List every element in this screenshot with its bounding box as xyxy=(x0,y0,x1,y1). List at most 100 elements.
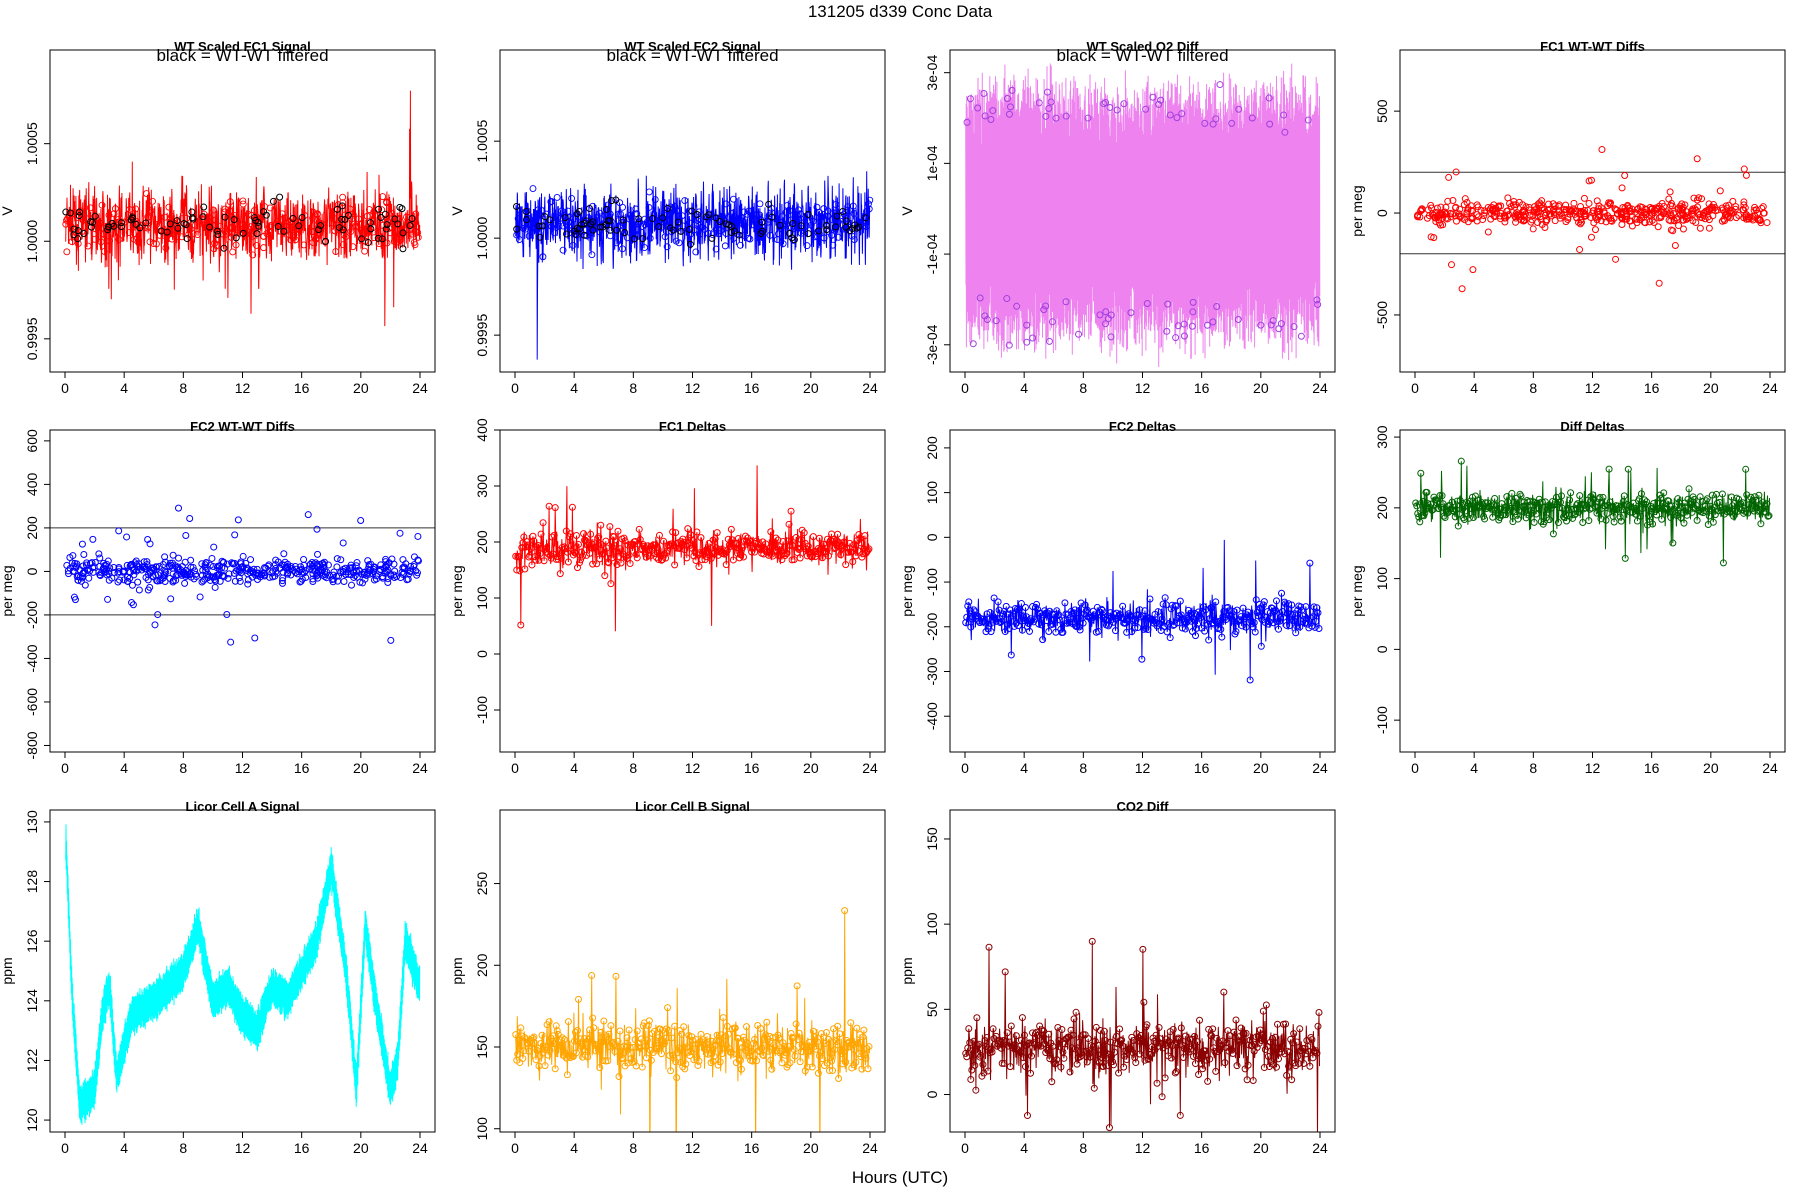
data-point xyxy=(1110,618,1118,626)
data-point xyxy=(236,566,244,574)
data-point xyxy=(1300,615,1308,623)
data-point xyxy=(794,213,802,221)
x-tick-label: 20 xyxy=(803,380,819,396)
data-point xyxy=(573,1027,581,1035)
data-point xyxy=(1193,624,1201,632)
data-point xyxy=(589,226,597,234)
data-point xyxy=(798,1041,806,1049)
data-point xyxy=(626,215,634,223)
data-point xyxy=(1432,496,1440,504)
data-point xyxy=(605,1030,613,1038)
data-point xyxy=(269,197,277,205)
x-tick-label: 24 xyxy=(1762,760,1778,776)
data-point xyxy=(365,561,373,569)
data-point xyxy=(1304,1042,1312,1050)
data-point xyxy=(844,223,852,231)
data-point xyxy=(317,222,325,230)
data-point xyxy=(191,567,199,575)
data-point xyxy=(711,535,719,543)
panel-title: Diff Deltas xyxy=(1560,419,1624,434)
x-tick-label: 8 xyxy=(629,1140,637,1156)
data-point xyxy=(1145,1055,1153,1063)
y-axis-label: V xyxy=(899,206,915,216)
data-point xyxy=(1192,632,1200,640)
data-point xyxy=(1054,612,1062,620)
data-point xyxy=(660,537,668,545)
data-point xyxy=(1576,220,1584,228)
data-point xyxy=(1109,1058,1117,1066)
data-point xyxy=(1427,201,1435,209)
y-axis-label: ppm xyxy=(0,957,15,984)
data-point xyxy=(790,1046,798,1054)
data-point xyxy=(680,1023,688,1031)
x-tick-label: 24 xyxy=(1312,380,1328,396)
data-point xyxy=(548,533,556,541)
data-point xyxy=(1046,1055,1054,1063)
data-point xyxy=(1618,214,1626,222)
data-point xyxy=(1293,1038,1301,1046)
data-point xyxy=(316,565,324,573)
data-point xyxy=(673,1074,681,1082)
data-point xyxy=(1075,623,1083,631)
data-point xyxy=(574,540,582,548)
data-point xyxy=(1690,194,1698,202)
data-point xyxy=(777,1047,785,1055)
data-point xyxy=(1683,511,1691,519)
data-point xyxy=(146,238,154,246)
data-point xyxy=(633,1027,641,1035)
data-point xyxy=(1591,226,1599,234)
data-point xyxy=(175,554,183,562)
data-point xyxy=(201,222,208,230)
data-point xyxy=(623,234,631,242)
data-point xyxy=(1595,202,1603,210)
data-point xyxy=(536,211,544,219)
data-point xyxy=(1070,1015,1078,1023)
data-point xyxy=(724,1030,732,1038)
data-point xyxy=(414,532,422,540)
data-point xyxy=(590,1024,598,1032)
data-point xyxy=(803,1063,811,1071)
x-tick-label: 8 xyxy=(179,380,187,396)
data-point xyxy=(74,240,82,248)
data-point xyxy=(361,247,369,255)
data-point xyxy=(1705,206,1713,214)
data-point xyxy=(1141,1056,1149,1064)
data-point xyxy=(340,231,348,239)
data-point xyxy=(1071,1045,1079,1053)
data-point xyxy=(973,1014,981,1022)
data-point xyxy=(1149,93,1157,101)
data-point xyxy=(1587,176,1595,184)
data-point xyxy=(1467,214,1475,222)
data-point xyxy=(312,235,320,243)
data-point xyxy=(1266,1038,1274,1046)
data-point xyxy=(1123,628,1131,636)
y-tick-label: 500 xyxy=(1374,99,1390,123)
data-point xyxy=(1197,1054,1205,1062)
data-point xyxy=(1685,485,1693,493)
data-point xyxy=(1100,1027,1108,1035)
data-point xyxy=(78,228,86,236)
data-point xyxy=(1761,502,1769,510)
data-point xyxy=(1289,1039,1297,1047)
plot-area xyxy=(50,504,435,646)
data-point xyxy=(716,218,724,226)
data-point xyxy=(1488,505,1496,513)
data-point xyxy=(813,228,821,236)
x-tick-label: 4 xyxy=(1470,760,1478,776)
data-point xyxy=(688,207,696,215)
data-point xyxy=(1171,602,1179,610)
data-point xyxy=(1224,603,1232,611)
data-point xyxy=(1742,171,1750,179)
data-point xyxy=(513,225,521,233)
data-point xyxy=(604,1057,612,1065)
data-point xyxy=(329,571,337,579)
data-point xyxy=(652,1045,660,1053)
data-point xyxy=(1098,606,1106,614)
y-tick-label: 0 xyxy=(1374,645,1390,653)
data-point xyxy=(356,221,364,229)
data-point xyxy=(575,207,583,215)
data-point xyxy=(358,235,366,243)
data-point xyxy=(1677,514,1685,522)
data-point xyxy=(404,575,412,583)
